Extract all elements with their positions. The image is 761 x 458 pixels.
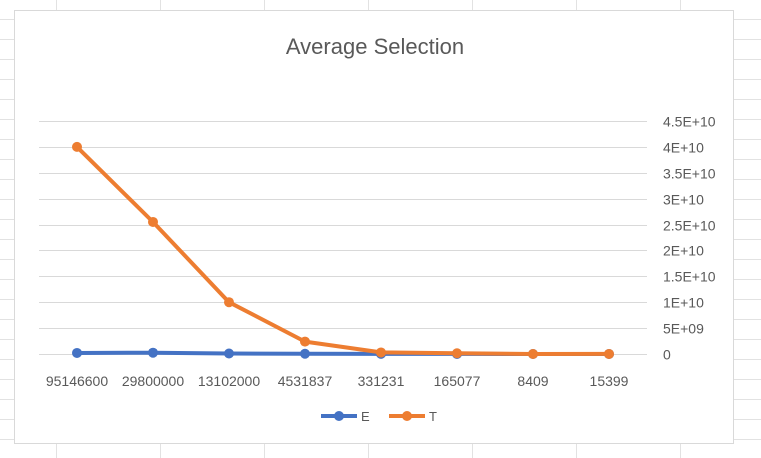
y-tick-label: 1E+10: [663, 295, 704, 311]
y-tick-label: 3.5E+10: [663, 166, 716, 182]
x-tick-label: 29800000: [122, 373, 185, 389]
data-point-E: [300, 348, 310, 359]
y-axis-tick-labels: 0 5E+09 1E+10 1.5E+10 2E+10 2.5E+10 3E+10 3.5E+…: [663, 114, 716, 363]
chart-title: Average Selection: [286, 34, 464, 59]
chart-area[interactable]: Average Selection 0 5E+09 1E+10 1.5E+10 2E+1…: [14, 10, 734, 444]
data-point-E: [224, 348, 234, 359]
x-tick-label: 8409: [517, 373, 548, 389]
x-tick-label: 95146600: [46, 373, 109, 389]
data-point-T: [452, 348, 462, 359]
series-lines: [72, 141, 614, 359]
y-tick-label: 4.5E+10: [663, 114, 716, 130]
data-point-T: [148, 216, 158, 227]
x-axis-tick-labels: 95146600 29800000 13102000 4531837 331231 165…: [46, 373, 629, 389]
y-tick-label: 1.5E+10: [663, 269, 716, 285]
series-line-T: [75, 144, 611, 356]
gridlines: [39, 121, 647, 355]
data-point-T: [72, 141, 82, 152]
y-tick-label: 4E+10: [663, 140, 704, 156]
legend-swatch-marker: [402, 411, 412, 421]
x-tick-label: 13102000: [198, 373, 261, 389]
y-tick-label: 2.5E+10: [663, 218, 716, 234]
y-tick-label: 3E+10: [663, 192, 704, 208]
data-point-T: [376, 347, 386, 358]
data-point-T: [604, 348, 614, 359]
data-point-T: [528, 348, 538, 359]
x-tick-label: 4531837: [278, 373, 333, 389]
y-tick-label: 2E+10: [663, 243, 704, 259]
line-chart: Average Selection 0 5E+09 1E+10 1.5E+10 2E+1…: [39, 34, 716, 424]
x-tick-label: 165077: [434, 373, 481, 389]
y-tick-label: 5E+09: [663, 321, 704, 337]
data-point-T: [224, 297, 234, 308]
legend-label: T: [429, 409, 437, 424]
x-tick-label: 15399: [590, 373, 629, 389]
data-point-E: [72, 347, 82, 358]
x-tick-label: 331231: [358, 373, 405, 389]
y-tick-label: 0: [663, 347, 671, 363]
data-point-T: [300, 336, 310, 347]
legend-label: E: [361, 409, 370, 424]
data-point-E: [148, 347, 158, 358]
legend-swatch-marker: [334, 411, 344, 421]
